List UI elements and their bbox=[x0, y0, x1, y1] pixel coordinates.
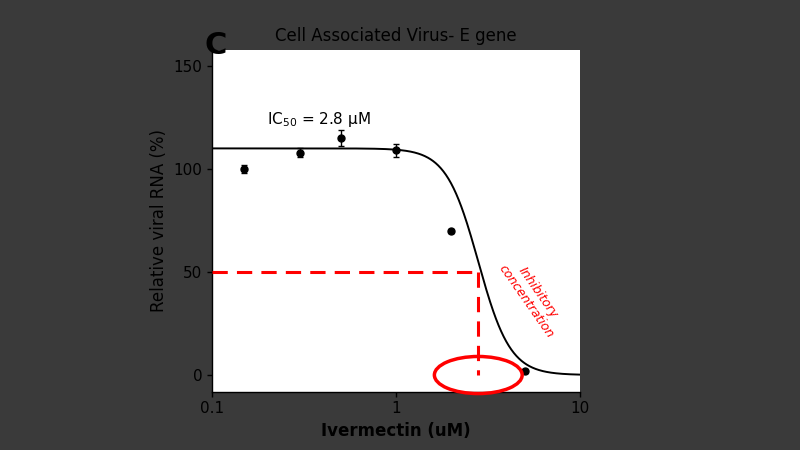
X-axis label: Ivermectin (uM): Ivermectin (uM) bbox=[321, 422, 471, 440]
Y-axis label: Relative viral RNA (%): Relative viral RNA (%) bbox=[150, 129, 168, 312]
Text: Inhibitory
concentration: Inhibitory concentration bbox=[496, 253, 569, 340]
Text: IC$_{50}$ = 2.8 μM: IC$_{50}$ = 2.8 μM bbox=[267, 110, 371, 129]
Text: C: C bbox=[204, 32, 226, 60]
Title: Cell Associated Virus- E gene: Cell Associated Virus- E gene bbox=[275, 27, 517, 45]
